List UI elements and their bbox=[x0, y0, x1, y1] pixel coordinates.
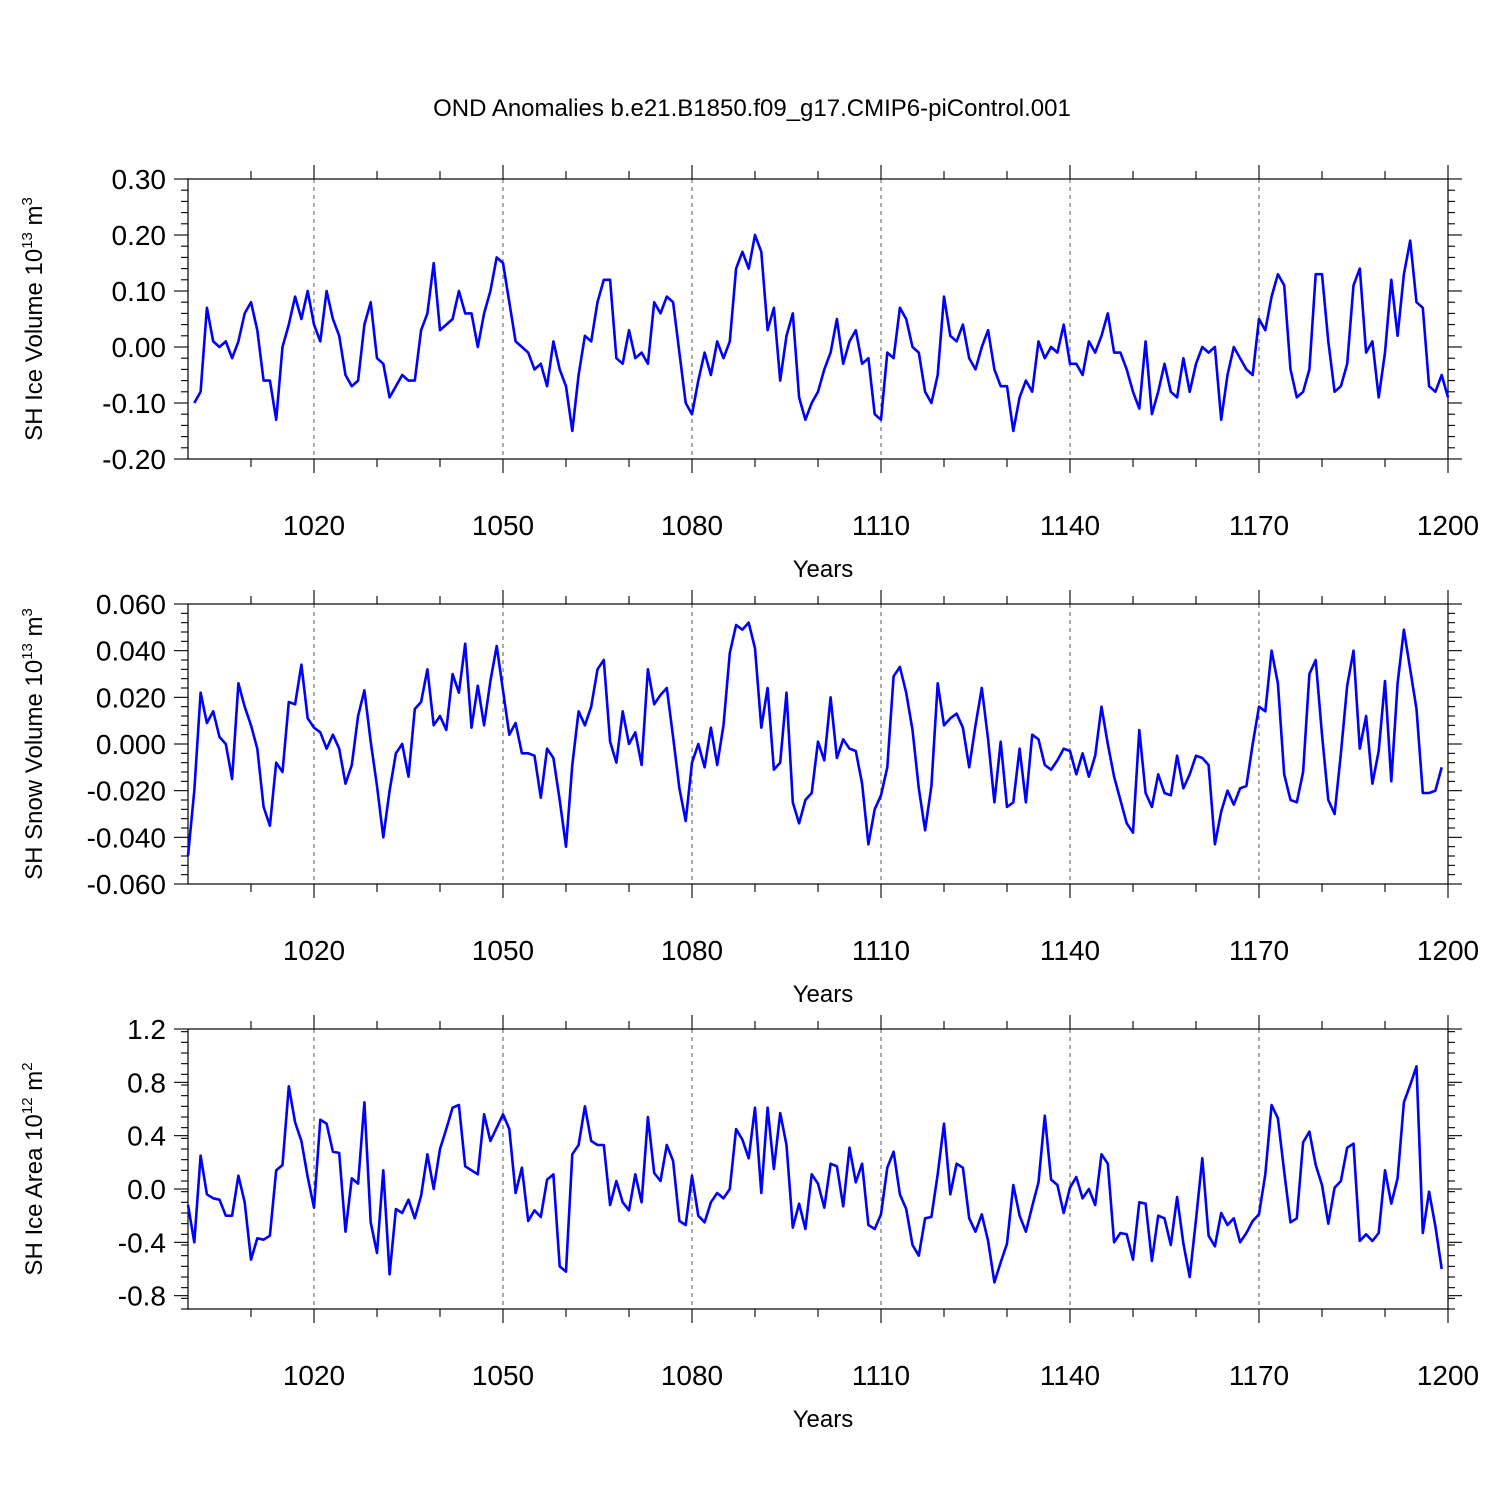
y-axis-label-exponent: 13 bbox=[19, 232, 36, 249]
y-tick-label: 0.10 bbox=[112, 276, 167, 307]
x-axis-label: Years bbox=[793, 981, 854, 1008]
y-tick-label: -0.4 bbox=[118, 1227, 166, 1258]
x-tick-label: 1080 bbox=[661, 1360, 723, 1391]
y-tick-label: -0.20 bbox=[102, 444, 166, 475]
y-tick-label: 1.2 bbox=[127, 1014, 166, 1045]
y-axis-label-text: SH Ice Volume 10 bbox=[21, 249, 48, 441]
y-tick-label: -0.040 bbox=[87, 822, 166, 853]
x-tick-label: 1050 bbox=[472, 935, 534, 966]
y-tick-label: 0.20 bbox=[112, 220, 167, 251]
x-tick-label: 1200 bbox=[1417, 1360, 1479, 1391]
y-tick-label: -0.10 bbox=[102, 388, 166, 419]
y-axis-label: SH Ice Area 1012 m2 bbox=[19, 1062, 48, 1275]
y-axis-label-exponent: 12 bbox=[19, 1097, 36, 1114]
y-tick-label: -0.8 bbox=[118, 1281, 166, 1312]
y-tick-label: 0.000 bbox=[96, 729, 166, 760]
x-tick-label: 1020 bbox=[283, 510, 345, 541]
y-tick-label: 0.020 bbox=[96, 682, 166, 713]
y-tick-label: 0.00 bbox=[112, 332, 167, 363]
y-axis-label-unit: m bbox=[21, 205, 48, 232]
y-axis-label-text: SH Ice Area 10 bbox=[21, 1114, 48, 1275]
panel-2: 1020 1050 1080 1110 1140 1170 1200 -0.060 -0.040… bbox=[19, 589, 1479, 1008]
x-tick-label: 1170 bbox=[1229, 935, 1289, 966]
chart-title: OND Anomalies b.e21.B1850.f09_g17.CMIP6-… bbox=[433, 95, 1071, 122]
x-tick-label: 1020 bbox=[283, 935, 345, 966]
y-tick-label: -0.020 bbox=[87, 776, 166, 807]
y-axis-label-unit: m bbox=[21, 616, 48, 643]
x-tick-label: 1140 bbox=[1040, 935, 1100, 966]
series-line bbox=[186, 1065, 1443, 1284]
y-tick-label: 0.4 bbox=[127, 1121, 166, 1152]
y-axis-label-unit-exponent: 3 bbox=[19, 608, 36, 616]
y-axis-label-unit-exponent: 2 bbox=[19, 1062, 36, 1070]
y-tick-label: -0.060 bbox=[87, 869, 166, 900]
series-line bbox=[193, 233, 1450, 433]
x-tick-label: 1080 bbox=[661, 935, 723, 966]
y-tick-label: 0.060 bbox=[96, 589, 166, 620]
x-tick-label: 1110 bbox=[852, 935, 910, 966]
x-tick-label: 1200 bbox=[1417, 935, 1479, 966]
x-tick-label: 1080 bbox=[661, 510, 723, 541]
panel-3: 1020 1050 1080 1110 1140 1170 1200 -0.8 -0.4 0.0 0… bbox=[19, 1014, 1479, 1433]
x-tick-label: 1140 bbox=[1040, 510, 1100, 541]
panel-1: 1020 1050 1080 1110 1140 1170 1200 -0.20 -0.10 0.… bbox=[19, 164, 1479, 583]
x-tick-label: 1170 bbox=[1229, 510, 1289, 541]
x-axis-label: Years bbox=[793, 556, 854, 583]
y-axis-label-text: SH Snow Volume 10 bbox=[21, 660, 48, 880]
y-tick-label: 0.040 bbox=[96, 636, 166, 667]
x-tick-label: 1050 bbox=[472, 510, 534, 541]
x-tick-label: 1200 bbox=[1417, 510, 1479, 541]
x-tick-label: 1110 bbox=[852, 510, 910, 541]
y-axis-label-unit: m bbox=[21, 1071, 48, 1098]
x-tick-label: 1020 bbox=[283, 1360, 345, 1391]
series-line bbox=[186, 621, 1443, 857]
y-axis-label: SH Snow Volume 1013 m3 bbox=[19, 608, 48, 880]
y-axis-label-unit-exponent: 3 bbox=[19, 197, 36, 205]
y-tick-label: 0.8 bbox=[127, 1067, 166, 1098]
x-tick-label: 1170 bbox=[1229, 1360, 1289, 1391]
y-axis-label-exponent: 13 bbox=[19, 643, 36, 660]
y-tick-label: 0.30 bbox=[112, 164, 167, 195]
x-tick-label: 1050 bbox=[472, 1360, 534, 1391]
x-tick-label: 1110 bbox=[852, 1360, 910, 1391]
x-axis-label: Years bbox=[793, 1406, 854, 1433]
y-tick-label: 0.0 bbox=[127, 1174, 166, 1205]
y-axis-label: SH Ice Volume 1013 m3 bbox=[19, 197, 48, 441]
x-tick-label: 1140 bbox=[1040, 1360, 1100, 1391]
